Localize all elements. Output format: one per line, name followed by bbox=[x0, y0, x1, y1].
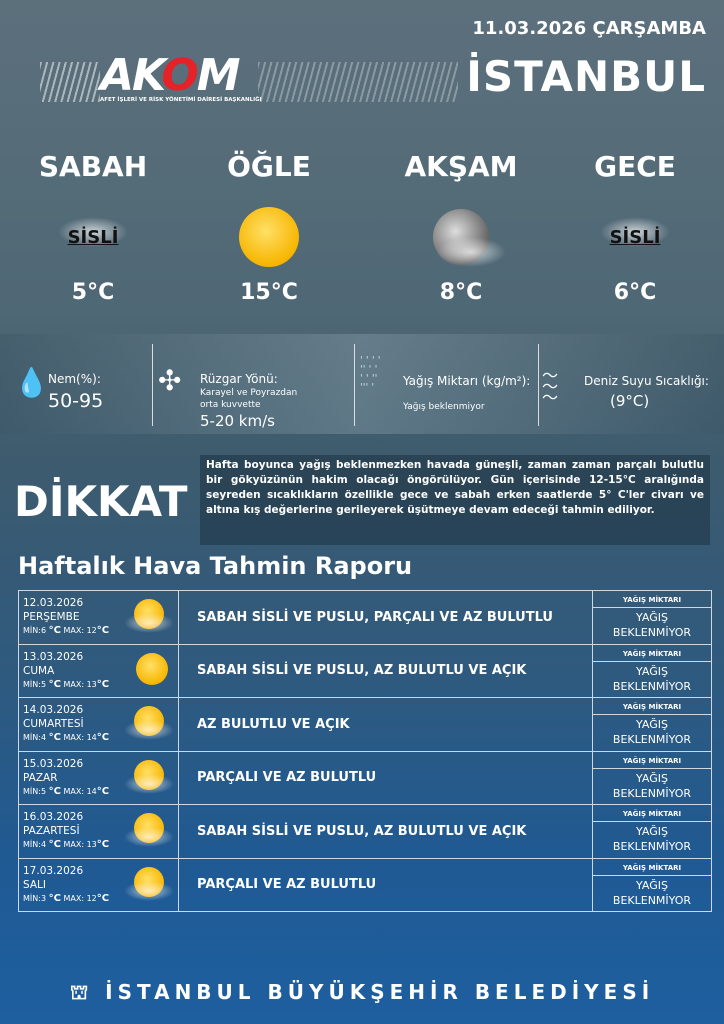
sun-icon bbox=[136, 652, 168, 685]
rain-label: Yağış Miktarı (kg/m²): bbox=[403, 374, 531, 388]
row-temps: MİN:4 °C MAX: 14°C bbox=[23, 732, 110, 744]
table-row: 17.03.2026 SALI MİN:3 °C MAX: 12°C PARÇA… bbox=[18, 857, 712, 912]
row-date: 14.03.2026 bbox=[23, 704, 84, 717]
rain-value: YAĞIŞ BEKLENMİYOR bbox=[612, 611, 692, 640]
sea-temp-value: (9°C) bbox=[610, 392, 650, 410]
humidity-value: 50-95 bbox=[48, 390, 104, 412]
rain-header: YAĞIŞ MİKTARI bbox=[593, 755, 711, 769]
row-description: AZ BULUTLU VE AÇIK bbox=[178, 697, 593, 752]
row-description: PARÇALI VE AZ BULUTLU bbox=[178, 857, 593, 912]
row-day: CUMARTESİ bbox=[23, 718, 84, 731]
sun-icon bbox=[239, 207, 299, 267]
wind-value: 5-20 km/s bbox=[200, 412, 275, 430]
row-date: 13.03.2026 bbox=[23, 650, 84, 663]
row-day: SALI bbox=[23, 878, 46, 891]
row-description: PARÇALI VE AZ BULUTLU bbox=[178, 750, 593, 805]
drop-icon: 💧 bbox=[14, 366, 49, 399]
logo-stripes bbox=[40, 62, 100, 102]
row-temps: MİN:5 °C MAX: 14°C bbox=[23, 785, 110, 797]
period-0: SABAH SİSLİ 5°C bbox=[8, 150, 178, 305]
period-name: AKŞAM bbox=[404, 150, 518, 183]
fog-cloud-icon bbox=[600, 217, 670, 247]
row-day: PAZARTESİ bbox=[23, 825, 80, 838]
row-temps: MİN:3 °C MAX: 12°C bbox=[23, 892, 110, 904]
row-date: 12.03.2026 bbox=[23, 597, 84, 610]
humidity-label: Nem(%): bbox=[48, 372, 101, 386]
table-row: 12.03.2026 PERŞEMBE MİN:6 °C MAX: 12°C S… bbox=[18, 590, 712, 645]
sun-cloud-icon bbox=[124, 866, 174, 901]
period-name: SABAH bbox=[38, 150, 148, 183]
rain-drops-icon: ' ' ' ' '' ' ' ' ' '' ''' ' bbox=[360, 355, 381, 393]
rain-header: YAĞIŞ MİKTARI bbox=[593, 648, 711, 662]
table-row: 13.03.2026 CUMA MİN:5 °C MAX: 13°C SABAH… bbox=[18, 643, 712, 698]
warning-text: Hafta boyunca yağış beklenmezken havada … bbox=[200, 455, 710, 545]
table-row: 14.03.2026 CUMARTESİ MİN:4 °C MAX: 14°C … bbox=[18, 697, 712, 752]
sun-cloud-icon bbox=[124, 599, 174, 633]
period-temp: 5°C bbox=[71, 280, 115, 305]
sun-cloud-icon bbox=[124, 813, 174, 847]
period-temp: 6°C bbox=[613, 280, 657, 305]
condition-label: SİSLİ bbox=[609, 226, 661, 248]
period-temp: 15°C bbox=[240, 280, 298, 305]
details-band: 💧 Nem(%): 50-95 ✣ Rüzgar Yönü: Karayel v… bbox=[0, 334, 724, 434]
row-description: SABAH SİSLİ VE PUSLU, PARÇALI VE AZ BULU… bbox=[178, 590, 593, 645]
period-1: ÖĞLE 15°C bbox=[184, 150, 354, 305]
row-description: SABAH SİSLİ VE PUSLU, AZ BULUTLU VE AÇIK bbox=[178, 804, 593, 859]
period-temp: 8°C bbox=[439, 280, 483, 305]
row-description: SABAH SİSLİ VE PUSLU, AZ BULUTLU VE AÇIK bbox=[178, 643, 593, 698]
wind-label: Rüzgar Yönü: bbox=[200, 372, 278, 386]
rain-value: YAĞIŞ BEKLENMİYOR bbox=[612, 664, 692, 693]
rain-value: YAĞIŞ BEKLENMİYOR bbox=[612, 878, 692, 907]
sea-temp-label: Deniz Suyu Sıcaklığı: bbox=[584, 374, 709, 388]
warning-title: DİKKAT bbox=[14, 477, 188, 526]
city-title: İSTANBUL bbox=[466, 52, 706, 101]
row-temps: MİN:5 °C MAX: 13°C bbox=[23, 678, 110, 690]
rain-value: Yağış beklenmiyor bbox=[403, 402, 485, 412]
row-day: PERŞEMBE bbox=[23, 611, 80, 624]
row-day: PAZAR bbox=[23, 771, 58, 784]
row-day: CUMA bbox=[23, 664, 55, 677]
row-date: 15.03.2026 bbox=[23, 757, 84, 770]
period-3: GECE SİSLİ 6°C bbox=[550, 150, 720, 305]
wind-desc: orta kuvvette bbox=[200, 400, 261, 410]
rain-header: YAĞIŞ MİKTARI bbox=[593, 862, 711, 876]
row-temps: MİN:6 °C MAX: 12°C bbox=[23, 625, 110, 637]
pinwheel-icon: ✣ bbox=[158, 364, 182, 397]
weekly-title: Haftalık Hava Tahmin Raporu bbox=[18, 552, 413, 580]
row-date: 16.03.2026 bbox=[23, 811, 84, 824]
weekly-table: 12.03.2026 PERŞEMBE MİN:6 °C MAX: 12°C S… bbox=[18, 590, 712, 912]
fog-cloud-icon bbox=[58, 217, 128, 247]
table-row: 16.03.2026 PAZARTESİ MİN:4 °C MAX: 13°C … bbox=[18, 804, 712, 859]
rain-value: YAĞIŞ BEKLENMİYOR bbox=[612, 771, 692, 800]
period-name: GECE bbox=[594, 150, 676, 183]
wind-desc: Karayel ve Poyrazdan bbox=[200, 388, 298, 398]
period-2: AKŞAM 8°C bbox=[376, 150, 546, 305]
ibb-footer: ⛫ İSTANBUL BÜYÜKŞEHİR BELEDİYESİ bbox=[69, 980, 655, 1004]
waves-icon: 〜〜〜 bbox=[542, 366, 559, 407]
rain-header: YAĞIŞ MİKTARI bbox=[593, 808, 711, 823]
rain-header: YAĞIŞ MİKTARI bbox=[593, 594, 711, 609]
row-temps: MİN:4 °C MAX: 13°C bbox=[23, 839, 110, 851]
sun-cloud-icon bbox=[124, 759, 174, 794]
report-date: 11.03.2026 ÇARŞAMBA bbox=[472, 18, 706, 39]
logo-stripes bbox=[258, 62, 458, 102]
rain-value: YAĞIŞ BEKLENMİYOR bbox=[612, 825, 692, 854]
ibb-logo-icon: ⛫ bbox=[69, 980, 106, 1004]
akom-logo: AKOM AFET İŞLERİ VE RİSK YÖNETİMİ DAİRES… bbox=[100, 50, 262, 103]
period-name: ÖĞLE bbox=[227, 150, 311, 183]
condition-label: SİSLİ bbox=[67, 226, 119, 248]
rain-header: YAĞIŞ MİKTARI bbox=[593, 701, 711, 716]
sun-cloud-icon bbox=[124, 706, 174, 740]
rain-value: YAĞIŞ BEKLENMİYOR bbox=[612, 718, 692, 747]
row-date: 17.03.2026 bbox=[23, 864, 84, 877]
table-row: 15.03.2026 PAZAR MİN:5 °C MAX: 14°C PARÇ… bbox=[18, 750, 712, 805]
